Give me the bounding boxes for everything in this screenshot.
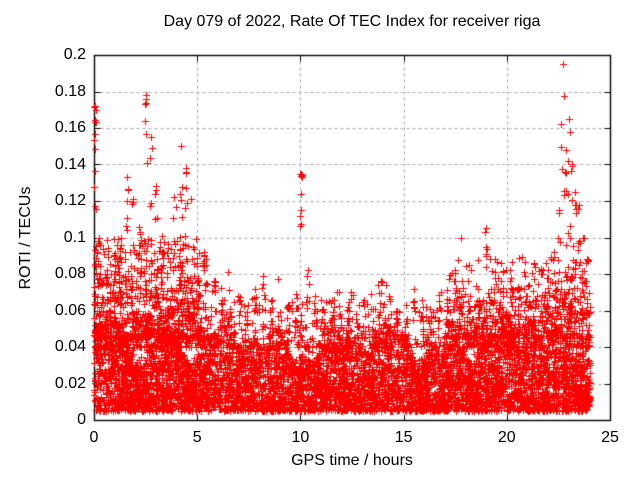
y-tick-label: 0.02: [54, 374, 86, 392]
y-tick-label: 0.12: [54, 192, 86, 209]
y-tick-label: 0: [77, 411, 86, 428]
chart-title: Day 079 of 2022, Rate Of TEC Index for r…: [163, 13, 541, 30]
y-tick-label: 0.2: [63, 46, 86, 63]
y-axis-label: ROTI / TECUs: [17, 186, 34, 290]
y-tick-label: 0.1: [63, 228, 86, 246]
y-tick-label: 0.14: [54, 155, 86, 173]
y-tick-label: 0.08: [54, 265, 86, 282]
y-tick-label: 0.16: [54, 119, 86, 136]
x-axis-label: GPS time / hours: [291, 452, 413, 469]
x-tick-label: 20: [497, 429, 516, 446]
y-tick-label: 0.04: [54, 338, 86, 355]
x-tick-label: 15: [394, 429, 413, 446]
x-tick-label: 0: [89, 429, 99, 446]
x-tick-label: 5: [192, 429, 202, 446]
x-tick-label: 10: [291, 429, 310, 446]
y-tick-label: 0.06: [54, 301, 86, 319]
x-tick-label: 25: [601, 429, 619, 446]
y-tick-label: 0.18: [54, 82, 86, 100]
